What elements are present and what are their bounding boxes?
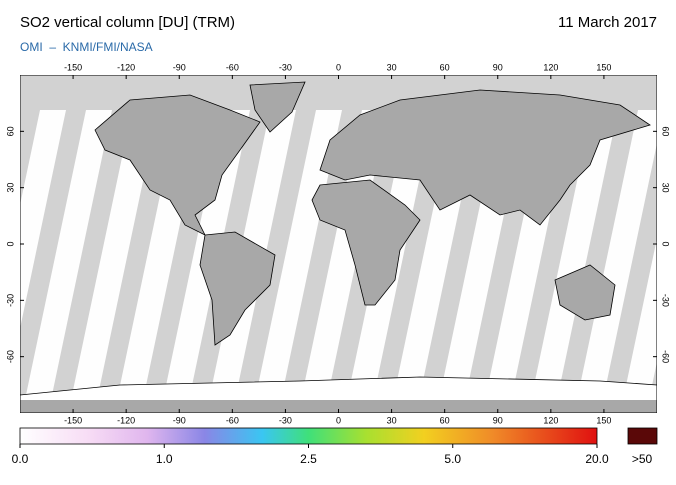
continents <box>20 81 657 413</box>
swath <box>20 110 66 329</box>
swath <box>624 238 657 395</box>
lat-tick-label-left: 0 <box>5 241 15 246</box>
overflow-swatch <box>627 427 658 445</box>
map-area <box>20 75 657 413</box>
north-america <box>94 94 261 236</box>
colorbar-tick-label: 1.0 <box>156 452 173 466</box>
lat-tick-label-left: 30 <box>5 183 15 193</box>
lat-tick-label-right: 60 <box>661 126 671 136</box>
lon-tick-label-bottom: -30 <box>279 415 292 425</box>
lat-tick-label-right: 0 <box>661 241 671 246</box>
lon-tick-label-top: 120 <box>543 62 558 72</box>
lon-tick-label-top: 0 <box>336 62 341 72</box>
lon-tick-label-top: -90 <box>173 62 186 72</box>
south-america <box>199 231 276 346</box>
greenland <box>249 81 306 133</box>
colorbar <box>19 427 598 445</box>
lon-tick-label-bottom: 30 <box>387 415 397 425</box>
title: SO2 vertical column [DU] (TRM) <box>20 14 235 31</box>
lon-tick-label-top: 60 <box>440 62 450 72</box>
colorbar-tick-label: 20.0 <box>585 452 609 466</box>
swath <box>578 110 657 395</box>
lon-tick-label-bottom: 150 <box>596 415 611 425</box>
lon-tick-label-bottom: 60 <box>440 415 450 425</box>
lat-tick-label-right: -60 <box>661 350 671 363</box>
swath <box>532 110 618 395</box>
eurasia <box>319 89 651 226</box>
lon-tick-label-top: -150 <box>64 62 82 72</box>
swath <box>26 110 112 395</box>
lon-tick-label-bottom: -120 <box>117 415 135 425</box>
lon-tick-label-bottom: -150 <box>64 415 82 425</box>
lon-tick-label-top: -30 <box>279 62 292 72</box>
lat-tick-label-left: 60 <box>5 126 15 136</box>
colorbar-tick-label: 5.0 <box>444 452 461 466</box>
swath <box>72 110 158 395</box>
lon-tick-label-top: 90 <box>493 62 503 72</box>
lon-tick-label-bottom: 120 <box>543 415 558 425</box>
lon-tick-label-top: 30 <box>387 62 397 72</box>
lat-tick-label-right: 30 <box>661 183 671 193</box>
colorbar-tick-label: 2.5 <box>300 452 317 466</box>
subtitle: OMI – KNMI/FMI/NASA <box>20 40 153 54</box>
lat-tick-label-left: -60 <box>5 350 15 363</box>
swath <box>256 110 342 395</box>
lat-tick-label-right: -30 <box>661 294 671 307</box>
africa <box>311 179 421 306</box>
lat-tick-label-left: -30 <box>5 294 15 307</box>
date: 11 March 2017 <box>558 14 657 31</box>
lon-tick-label-bottom: -90 <box>173 415 186 425</box>
colorbar-tick-label: 0.0 <box>12 452 29 466</box>
australia <box>554 264 616 321</box>
lon-tick-label-top: -120 <box>117 62 135 72</box>
lon-tick-label-bottom: 0 <box>336 415 341 425</box>
overflow-label: >50 <box>632 452 653 466</box>
lon-tick-label-top: -60 <box>226 62 239 72</box>
lon-tick-label-bottom: -60 <box>226 415 239 425</box>
lon-tick-label-bottom: 90 <box>493 415 503 425</box>
lon-tick-label-top: 150 <box>596 62 611 72</box>
